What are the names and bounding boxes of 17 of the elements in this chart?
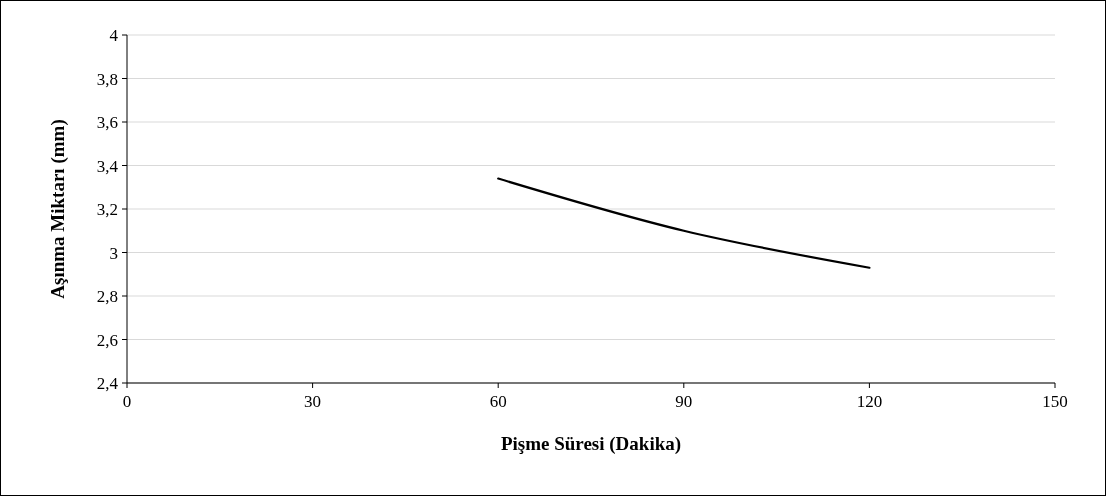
y-tick-label: 2,6 [96,330,118,350]
y-tick-label: 3,6 [96,113,118,132]
x-tick-label: 150 [1042,392,1068,411]
x-tick-label: 90 [675,392,693,411]
y-tick-label: 3,4 [96,156,119,176]
y-axis-title: Aşınma Miktarı (mm) [47,119,69,299]
y-tick-label: 3 [109,243,118,263]
y-tick-label: 3,2 [96,200,118,219]
x-axis-title: Pişme Süresi (Dakika) [500,433,682,455]
y-tick-label: 4 [109,26,119,45]
x-tick-label: 120 [856,392,883,411]
y-tick-label: 2,8 [96,287,118,306]
y-tick-label: 2,4 [96,374,119,393]
x-tick-label: 60 [489,392,507,411]
y-tick-label: 3,8 [96,69,118,89]
x-tick-label: 30 [304,392,322,411]
x-tick-label: 0 [122,392,132,411]
